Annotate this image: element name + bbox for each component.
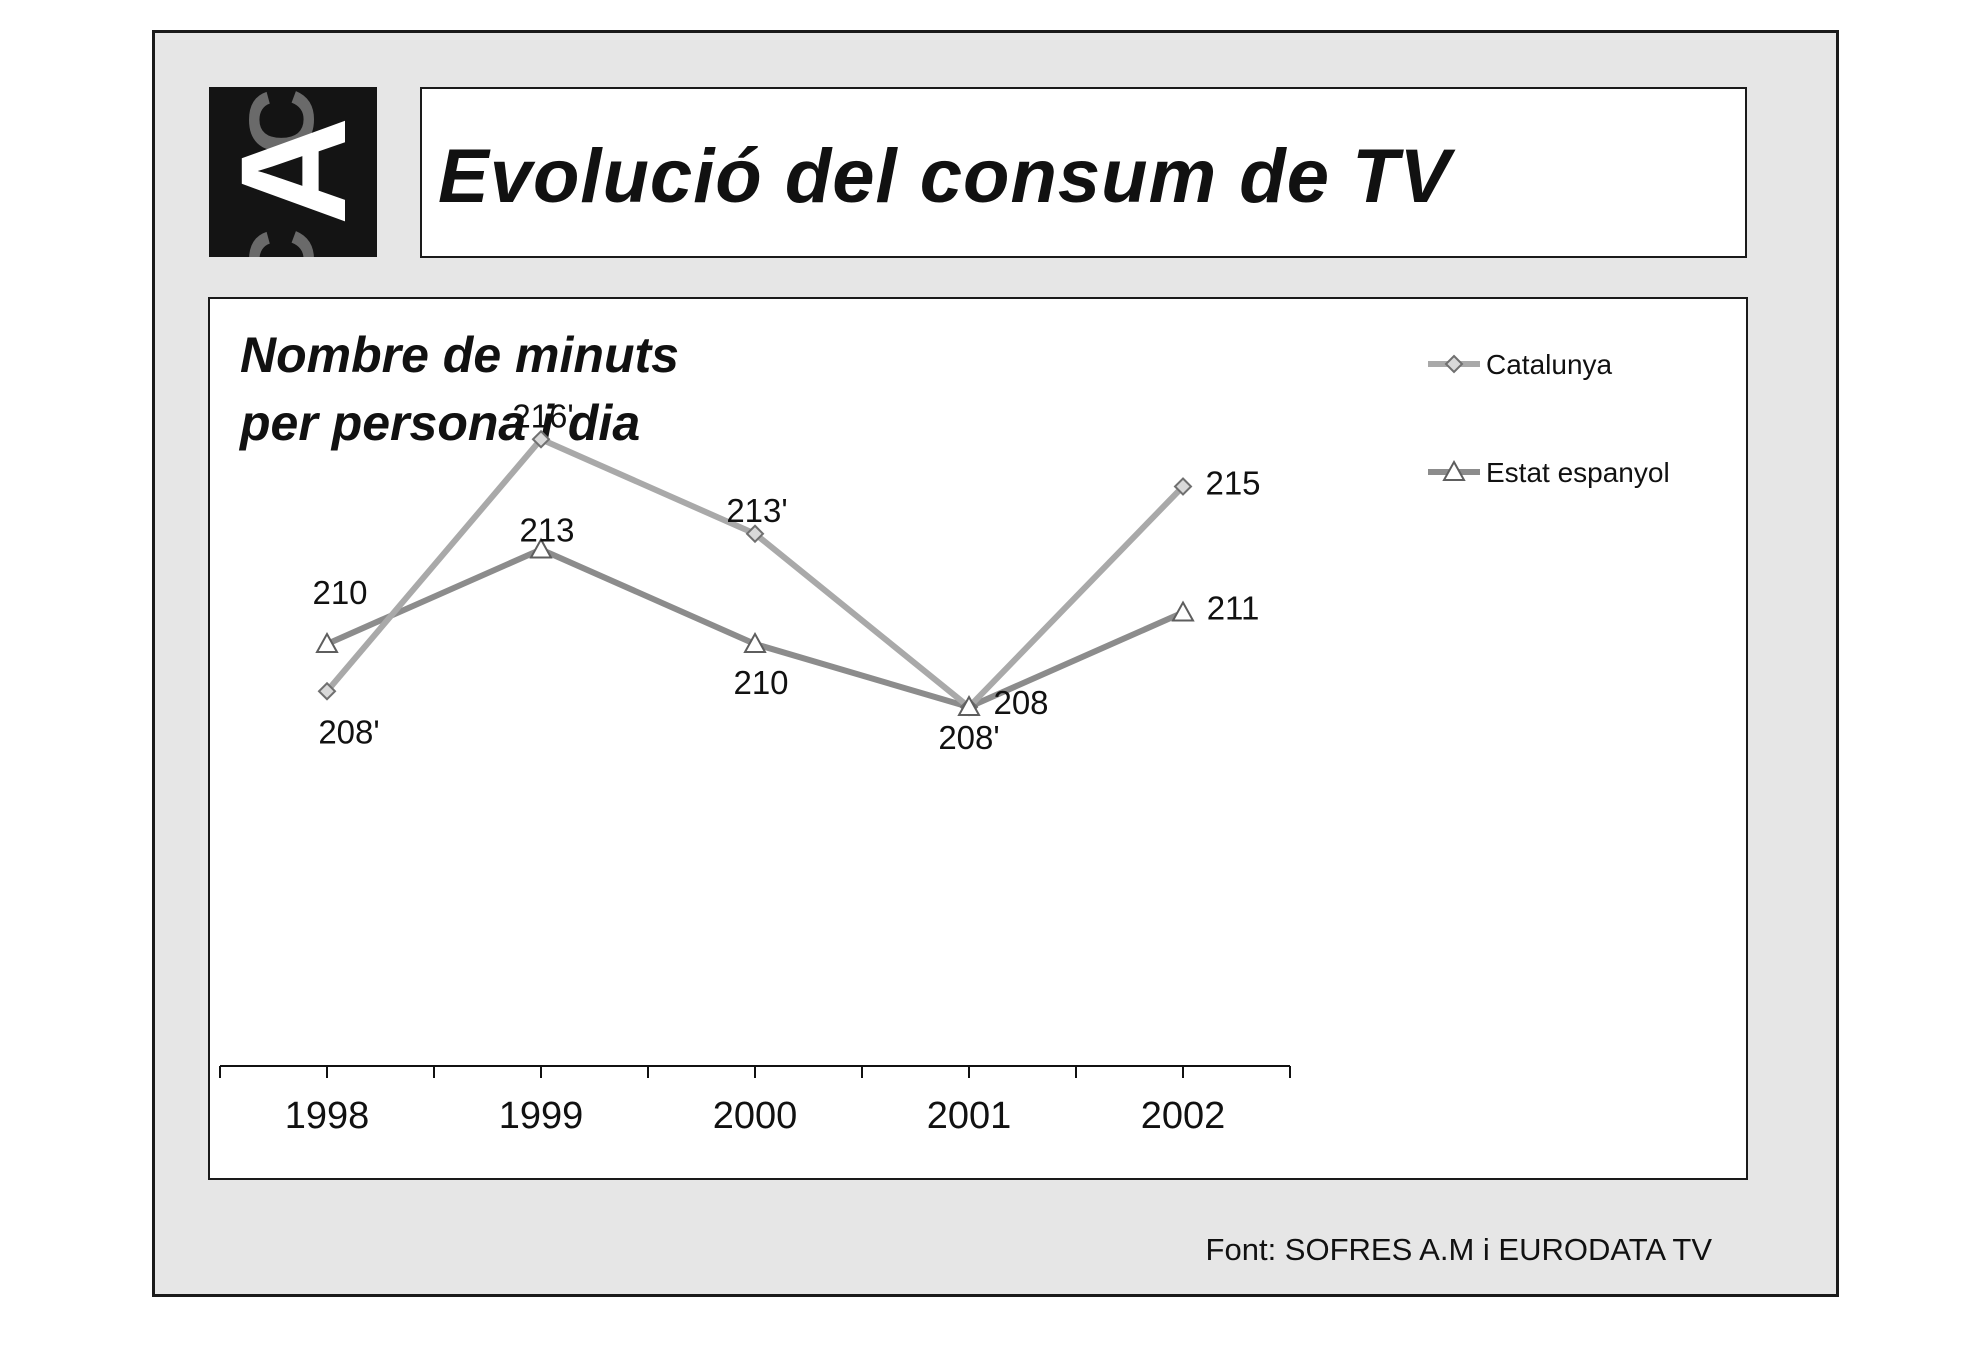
data-point-catalunya xyxy=(531,429,551,449)
x-tick-label: 1998 xyxy=(285,1095,370,1137)
data-point-estat-espanyol xyxy=(315,631,339,653)
legend-label-estat-espanyol: Estat espanyol xyxy=(1486,457,1670,488)
chart-panel: Nombre de minuts per persona i dia 1998 1… xyxy=(208,297,1748,1180)
data-label-catalunya: 213' xyxy=(726,492,787,529)
data-point-catalunya xyxy=(317,681,337,701)
data-label-catalunya: 208' xyxy=(318,713,379,750)
data-point-catalunya xyxy=(1173,477,1193,496)
x-tick-label: 1999 xyxy=(499,1095,584,1137)
data-label-estat-espanyol: 213 xyxy=(519,512,574,549)
x-tick-label: 2001 xyxy=(927,1095,1012,1137)
svg-text:C: C xyxy=(231,89,333,155)
data-point-estat-espanyol xyxy=(743,631,767,653)
page-title: Evolució del consum de TV xyxy=(438,134,1452,219)
data-label-catalunya: 216' xyxy=(512,397,573,434)
data-point-estat-espanyol xyxy=(529,537,553,559)
data-point-estat-espanyol xyxy=(1171,600,1195,622)
data-label-estat-espanyol: 210 xyxy=(312,574,367,611)
data-label-catalunya: 208' xyxy=(938,719,999,756)
data-point-estat-espanyol xyxy=(957,694,981,716)
legend-marker-estat-espanyol xyxy=(1442,459,1466,481)
title-box: Evolució del consum de TV xyxy=(420,87,1747,258)
chart-title-line-2: per persona i dia xyxy=(238,395,640,451)
data-point-catalunya xyxy=(745,524,765,544)
legend-marker-catalunya xyxy=(1444,354,1464,374)
x-tick-label: 2000 xyxy=(713,1095,798,1137)
svg-text:C: C xyxy=(231,229,333,257)
cac-logo: C A C xyxy=(209,87,377,257)
data-label-estat-espanyol: 208 xyxy=(993,684,1048,721)
data-label-estat-espanyol: 210 xyxy=(733,664,788,701)
chart-title-line-1: Nombre de minuts xyxy=(240,327,679,383)
x-tick-label: 2002 xyxy=(1141,1095,1226,1137)
source-note: Font: SOFRES A.M i EURODATA TV xyxy=(1205,1232,1712,1267)
line-chart: Nombre de minuts per persona i dia 1998 1… xyxy=(219,327,1670,1137)
data-label-estat-espanyol: 211 xyxy=(1207,590,1260,627)
legend-label-catalunya: Catalunya xyxy=(1486,349,1613,380)
svg-text:A: A xyxy=(209,117,377,225)
data-label-catalunya: 215 xyxy=(1205,465,1260,502)
